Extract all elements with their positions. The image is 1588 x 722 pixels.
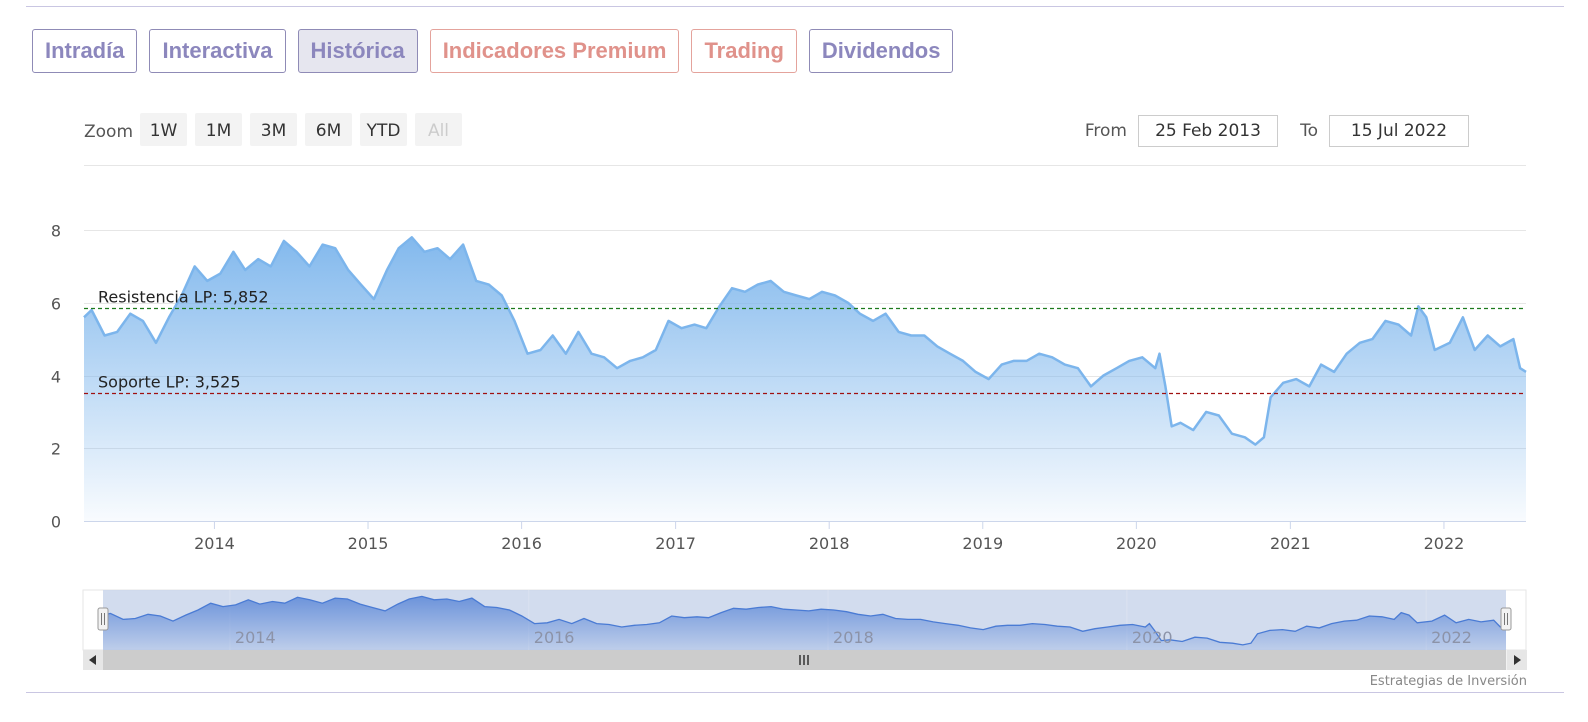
navigator-tick-label: 2018 <box>833 628 874 647</box>
chart-tabs: Intradía Interactiva Histórica Indicadores … <box>32 29 954 73</box>
zoom-button-ytd[interactable]: YTD <box>360 113 407 146</box>
x-tick-label: 2016 <box>501 534 542 553</box>
navigator-tick-label: 2016 <box>534 628 575 647</box>
y-tick-label: 4 <box>51 368 61 387</box>
zoom-button-6m[interactable]: 6M <box>305 113 352 146</box>
x-tick-label: 2018 <box>809 534 850 553</box>
y-tick-label: 8 <box>51 222 61 241</box>
zoom-button-label: 1M <box>206 121 231 141</box>
navigator-area <box>103 596 1506 650</box>
zoom-button-1m[interactable]: 1M <box>195 113 242 146</box>
support-label: Soporte LP: 3,525 <box>98 373 241 392</box>
x-tick-label: 2014 <box>194 534 235 553</box>
credits-link[interactable]: Estrategias de Inversión <box>1370 674 1527 689</box>
x-tick-label: 2022 <box>1424 534 1465 553</box>
resistance-label: Resistencia LP: 5,852 <box>98 288 269 307</box>
navigator-right-handle[interactable] <box>1500 607 1512 631</box>
y-tick-label: 6 <box>51 295 61 314</box>
to-date-value: 15 Jul 2022 <box>1351 121 1447 141</box>
zoom-button-3m[interactable]: 3M <box>250 113 297 146</box>
zoom-button-label: 6M <box>316 121 341 141</box>
tab-indicadores-premium[interactable]: Indicadores Premium <box>429 29 680 73</box>
tab-hist-rica[interactable]: Histórica <box>297 29 418 73</box>
navigator-tick-label: 2014 <box>235 628 276 647</box>
zoom-button-all: All <box>415 113 462 146</box>
zoom-button-label: 3M <box>261 121 286 141</box>
bottom-divider <box>26 692 1564 693</box>
scrollbar-grip <box>799 655 809 665</box>
from-date-input[interactable]: 25 Feb 2013 <box>1138 115 1278 147</box>
zoom-label: Zoom <box>84 122 133 142</box>
zoom-button-1w[interactable]: 1W <box>140 113 187 146</box>
from-label: From <box>1085 121 1127 141</box>
y-tick-label: 2 <box>51 440 61 459</box>
price-area <box>84 237 1526 522</box>
tab-intrad-a[interactable]: Intradía <box>32 29 138 73</box>
scrollbar-right-button[interactable] <box>1507 650 1527 670</box>
navigator-tick-label: 2022 <box>1431 628 1472 647</box>
zoom-button-label: YTD <box>366 121 401 141</box>
tab-interactiva[interactable]: Interactiva <box>149 29 286 73</box>
top-divider <box>26 6 1564 7</box>
tab-trading[interactable]: Trading <box>691 29 797 73</box>
x-tick-label: 2020 <box>1116 534 1157 553</box>
from-date-value: 25 Feb 2013 <box>1155 121 1261 141</box>
to-date-input[interactable]: 15 Jul 2022 <box>1329 115 1469 147</box>
x-tick-label: 2019 <box>962 534 1003 553</box>
y-tick-label: 0 <box>51 513 61 532</box>
tab-dividendos[interactable]: Dividendos <box>808 29 954 73</box>
price-line <box>83 236 1527 446</box>
x-tick-label: 2015 <box>348 534 389 553</box>
navigator-line <box>102 595 1507 646</box>
scrollbar-left-button[interactable] <box>83 650 103 670</box>
zoom-button-label: All <box>428 121 449 141</box>
x-tick-label: 2021 <box>1270 534 1311 553</box>
zoom-button-label: 1W <box>150 121 178 141</box>
navigator-left-handle[interactable] <box>97 607 109 631</box>
to-label: To <box>1299 121 1318 141</box>
x-tick-label: 2017 <box>655 534 696 553</box>
navigator-tick-label: 2020 <box>1132 628 1173 647</box>
